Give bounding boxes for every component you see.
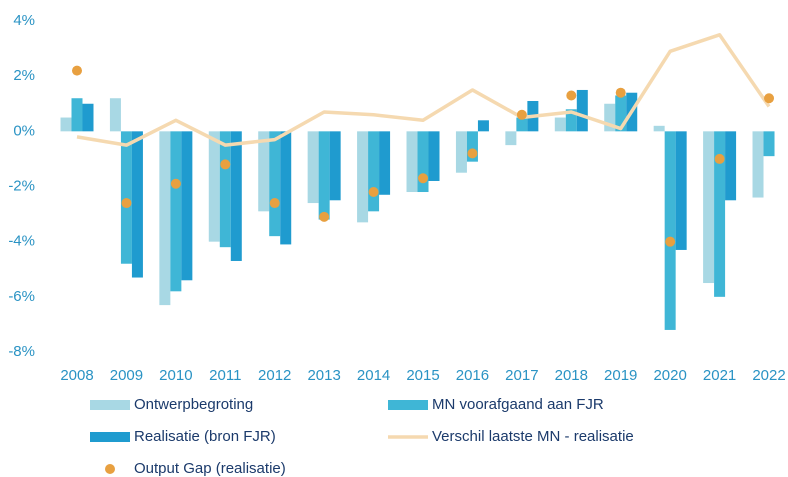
bar [131,131,143,278]
y-tick-label: -6% [8,288,35,305]
bar [60,117,72,132]
bar [318,131,330,220]
bar [505,131,517,146]
bar [329,131,341,201]
legend-label: Verschil laatste MN - realisatie [432,428,634,445]
x-tick-label: 2008 [60,367,93,384]
x-tick-label: 2011 [209,367,241,384]
bar [615,95,627,132]
dot [72,65,82,76]
bar [565,109,577,132]
dot [665,236,676,247]
bar [109,98,121,132]
legend-label: MN voorafgaand aan FJR [432,396,604,413]
bar [576,89,588,132]
bar [752,131,764,198]
dot [368,187,379,198]
bar [258,131,270,212]
bar [703,131,715,284]
dot [566,90,577,101]
bar [208,131,220,242]
y-tick-label: 0% [13,122,35,139]
bar [181,131,193,281]
legend-swatch [388,400,428,410]
dot [220,159,231,170]
dot [764,93,775,104]
bar [725,131,737,201]
legend-swatch [105,464,115,474]
x-tick-label: 2016 [456,367,489,384]
dot [418,173,429,184]
bar [675,131,687,250]
x-tick-label: 2017 [505,367,538,384]
dot [319,211,330,222]
y-tick-label: -2% [8,177,35,194]
bar [477,120,489,132]
bar [230,131,242,261]
bar [417,131,429,193]
bar [428,131,440,181]
dot [170,178,181,189]
x-tick-label: 2018 [555,367,588,384]
bar [516,117,528,132]
x-tick-label: 2020 [653,367,686,384]
line [76,33,771,147]
bar [455,131,467,173]
bar [159,131,171,306]
y-tick-label: 2% [13,67,35,84]
legend-swatch [90,400,130,410]
legend-label: Realisatie (bron FJR) [134,428,276,445]
bar [219,131,231,248]
bar [554,117,566,132]
bar [604,103,616,132]
dot [714,153,725,164]
bar [714,131,726,297]
dot [516,109,527,120]
bar [406,131,418,193]
bar [269,131,281,237]
bar [71,98,83,132]
dot [615,87,626,98]
x-tick-label: 2010 [159,367,192,384]
y-tick-label: -4% [8,233,35,250]
x-tick-label: 2022 [752,367,785,384]
bar [379,131,391,195]
bar [82,103,94,132]
legend-label: Ontwerpbegroting [134,396,253,413]
bar [120,131,132,264]
bar [653,125,665,132]
bar [763,131,775,157]
x-tick-label: 2021 [703,367,736,384]
bar [664,131,676,330]
legend-label: Output Gap (realisatie) [134,460,286,477]
bar [357,131,369,223]
y-tick-label: 4% [13,12,35,29]
bar [307,131,319,204]
dot [269,198,280,209]
bar [280,131,292,245]
x-tick-label: 2013 [307,367,340,384]
dot [121,198,132,209]
x-tick-label: 2019 [604,367,637,384]
dot [467,148,478,159]
x-tick-label: 2009 [110,367,143,384]
x-tick-label: 2014 [357,367,390,384]
bar [466,131,478,162]
legend-swatch [90,432,130,442]
bar [368,131,380,212]
y-tick-label: -8% [8,343,35,360]
bar [170,131,182,292]
x-tick-label: 2015 [406,367,439,384]
x-tick-label: 2012 [258,367,291,384]
